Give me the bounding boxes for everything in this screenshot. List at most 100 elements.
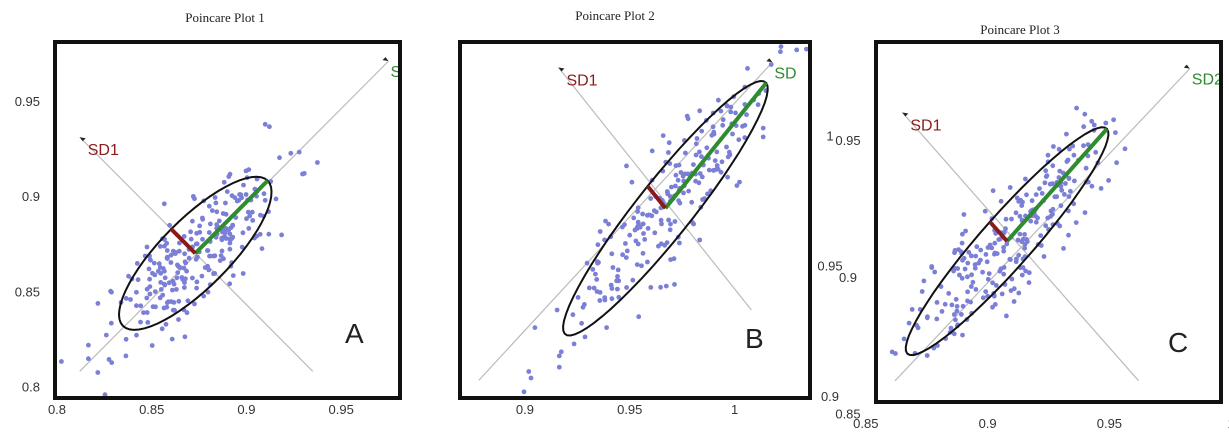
scatter-point bbox=[1059, 203, 1064, 208]
scatter-point bbox=[623, 241, 628, 246]
scatter-point bbox=[1048, 214, 1053, 219]
scatter-point bbox=[214, 201, 219, 206]
scatter-point bbox=[241, 183, 246, 188]
scatter-point bbox=[1022, 232, 1027, 237]
panel-label: A bbox=[345, 318, 364, 349]
scatter-point bbox=[733, 111, 738, 116]
x-tick-label: 0.9 bbox=[516, 402, 534, 417]
scatter-point bbox=[583, 335, 588, 340]
scatter-point bbox=[1084, 166, 1089, 171]
scatter-point bbox=[676, 198, 681, 203]
scatter-point bbox=[686, 189, 691, 194]
scatter-point bbox=[999, 266, 1004, 271]
scatter-point bbox=[1034, 192, 1039, 197]
scatter-point bbox=[182, 266, 187, 271]
scatter-point bbox=[694, 141, 699, 146]
scatter-point bbox=[207, 204, 212, 209]
scatter-point bbox=[681, 191, 686, 196]
scatter-point bbox=[221, 256, 226, 261]
scatter-point bbox=[587, 286, 592, 291]
scatter-point bbox=[969, 272, 974, 277]
scatter-point bbox=[922, 279, 927, 284]
scatter-point bbox=[1016, 291, 1021, 296]
scatter-point bbox=[183, 334, 188, 339]
scatter-point bbox=[158, 271, 163, 276]
scatter-point bbox=[200, 217, 205, 222]
scatter-point bbox=[169, 260, 174, 265]
scatter-point bbox=[1037, 186, 1042, 191]
scatter-point bbox=[232, 195, 237, 200]
scatter-point bbox=[59, 359, 64, 364]
scatter-point bbox=[716, 98, 721, 103]
scatter-point bbox=[1012, 299, 1017, 304]
scatter-point bbox=[971, 280, 976, 285]
scatter-point bbox=[1027, 270, 1032, 275]
scatter-point bbox=[1051, 207, 1056, 212]
scatter-point bbox=[860, 389, 865, 394]
scatter-point bbox=[1068, 189, 1073, 194]
scatter-point bbox=[625, 249, 630, 254]
scatter-point bbox=[1020, 273, 1025, 278]
scatter-point bbox=[95, 370, 100, 375]
scatter-point bbox=[1014, 210, 1019, 215]
scatter-point bbox=[980, 270, 985, 275]
scatter-point bbox=[200, 237, 205, 242]
scatter-point bbox=[109, 321, 114, 326]
scatter-point bbox=[624, 164, 629, 169]
scatter-point bbox=[720, 159, 725, 164]
scatter-point bbox=[1030, 198, 1035, 203]
sd2-label: SD bbox=[774, 65, 796, 82]
scatter-point bbox=[1004, 314, 1009, 319]
scatter-point bbox=[1024, 192, 1029, 197]
x-tick-label: 0.95 bbox=[617, 402, 642, 417]
scatter-point bbox=[176, 317, 181, 322]
scatter-point bbox=[1008, 257, 1013, 262]
scatter-point bbox=[1123, 146, 1128, 151]
y-tick-label: 0.8 bbox=[22, 379, 40, 394]
scatter-point bbox=[960, 333, 965, 338]
scatter-point bbox=[86, 356, 91, 361]
scatter-point bbox=[572, 342, 577, 347]
scatter-point bbox=[260, 246, 265, 251]
scatter-point bbox=[686, 116, 691, 121]
scatter-point bbox=[594, 277, 599, 282]
scatter-point bbox=[152, 261, 157, 266]
scatter-point bbox=[277, 155, 282, 160]
scatter-point bbox=[230, 223, 235, 228]
y-tick-label: 0.95 bbox=[835, 133, 860, 148]
scatter-point bbox=[571, 312, 576, 317]
scatter-point bbox=[697, 108, 702, 113]
scatter-point bbox=[993, 302, 998, 307]
scatter-point bbox=[636, 242, 641, 247]
scatter-point bbox=[983, 289, 988, 294]
scatter-point bbox=[134, 290, 139, 295]
scatter-point bbox=[724, 145, 729, 150]
scatter-point bbox=[203, 265, 208, 270]
scatter-point bbox=[597, 298, 602, 303]
scatter-point bbox=[969, 254, 974, 259]
scatter-point bbox=[973, 262, 978, 267]
scatter-point bbox=[220, 249, 225, 254]
scatter-point bbox=[1099, 186, 1104, 191]
y-tick-label: 0.95 bbox=[15, 94, 40, 109]
scatter-point bbox=[667, 140, 672, 145]
y-tick-label: 0.85 bbox=[835, 407, 860, 422]
scatter-point bbox=[907, 321, 912, 326]
scatter-point bbox=[1018, 232, 1023, 237]
scatter-point bbox=[648, 196, 653, 201]
scatter-point bbox=[960, 258, 965, 263]
scatter-point bbox=[638, 225, 643, 230]
scatter-point bbox=[666, 150, 671, 155]
scatter-point bbox=[940, 309, 945, 314]
scatter-point bbox=[965, 261, 970, 266]
scatter-point bbox=[124, 337, 129, 342]
scatter-point bbox=[162, 306, 167, 311]
sd1-label: SD1 bbox=[566, 72, 597, 89]
scatter-point bbox=[297, 150, 302, 155]
scatter-point bbox=[794, 48, 799, 53]
scatter-point bbox=[231, 273, 236, 278]
scatter-point bbox=[991, 188, 996, 193]
scatter-point bbox=[635, 262, 640, 267]
sd1-label: SD1 bbox=[910, 117, 941, 134]
scatter-point bbox=[1090, 184, 1095, 189]
